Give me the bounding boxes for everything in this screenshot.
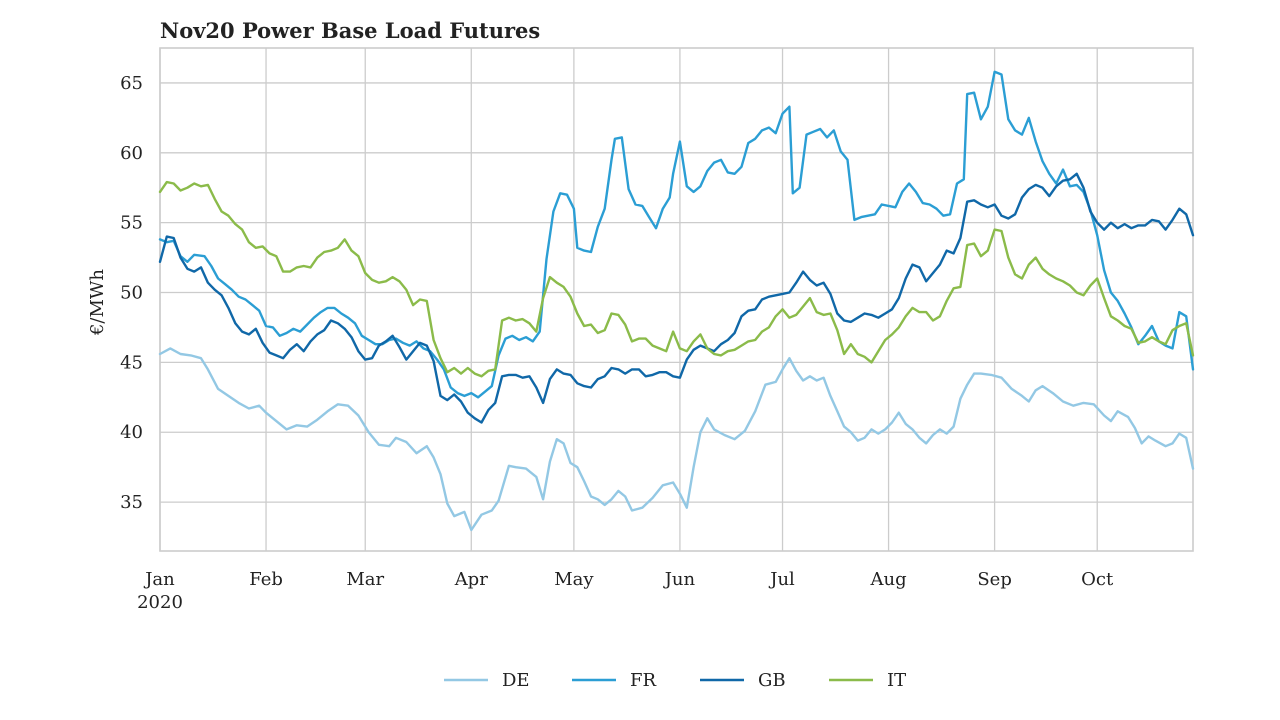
series-lines <box>158 70 1195 532</box>
y-tick-label: 60 <box>120 143 143 164</box>
y-tick-label: 45 <box>120 352 143 373</box>
x-tick-label: Feb <box>249 569 283 590</box>
x-tick-label: Jan <box>143 569 175 590</box>
x-tick-label: Oct <box>1081 569 1114 590</box>
y-axis-label: €/MWh <box>87 269 108 336</box>
legend-label-de: DE <box>502 670 530 691</box>
y-tick-label: 40 <box>120 422 143 443</box>
series-line-it <box>158 180 1195 378</box>
legend-label-gb: GB <box>758 670 786 691</box>
x-tick-label: May <box>554 569 594 590</box>
series-line-fr <box>158 70 1195 399</box>
x-tick-label: Apr <box>454 569 489 590</box>
x-tick-label: Sep <box>977 569 1012 590</box>
x-tick-label: Aug <box>870 569 907 590</box>
y-tick-label: 65 <box>120 73 143 94</box>
x-tick-label: Jul <box>768 569 795 590</box>
series-line-de <box>158 347 1195 532</box>
y-tick-label: 35 <box>120 492 143 513</box>
x-tick-label: Mar <box>346 569 384 590</box>
chart-title: Nov20 Power Base Load Futures <box>160 18 540 43</box>
legend: DE FR GB IT <box>444 670 906 691</box>
y-tick-label: 50 <box>120 283 143 304</box>
y-axis-ticks: 35 40 45 50 55 60 65 <box>120 73 143 513</box>
y-tick-label: 55 <box>120 213 143 234</box>
x-tick-label: Jun <box>663 569 696 590</box>
grid <box>159 48 1193 551</box>
x-tick-year-label: 2020 <box>137 592 183 613</box>
legend-label-it: IT <box>887 670 906 691</box>
series-line-gb <box>158 172 1195 424</box>
plot-frame <box>159 47 1194 552</box>
legend-label-fr: FR <box>630 670 656 691</box>
